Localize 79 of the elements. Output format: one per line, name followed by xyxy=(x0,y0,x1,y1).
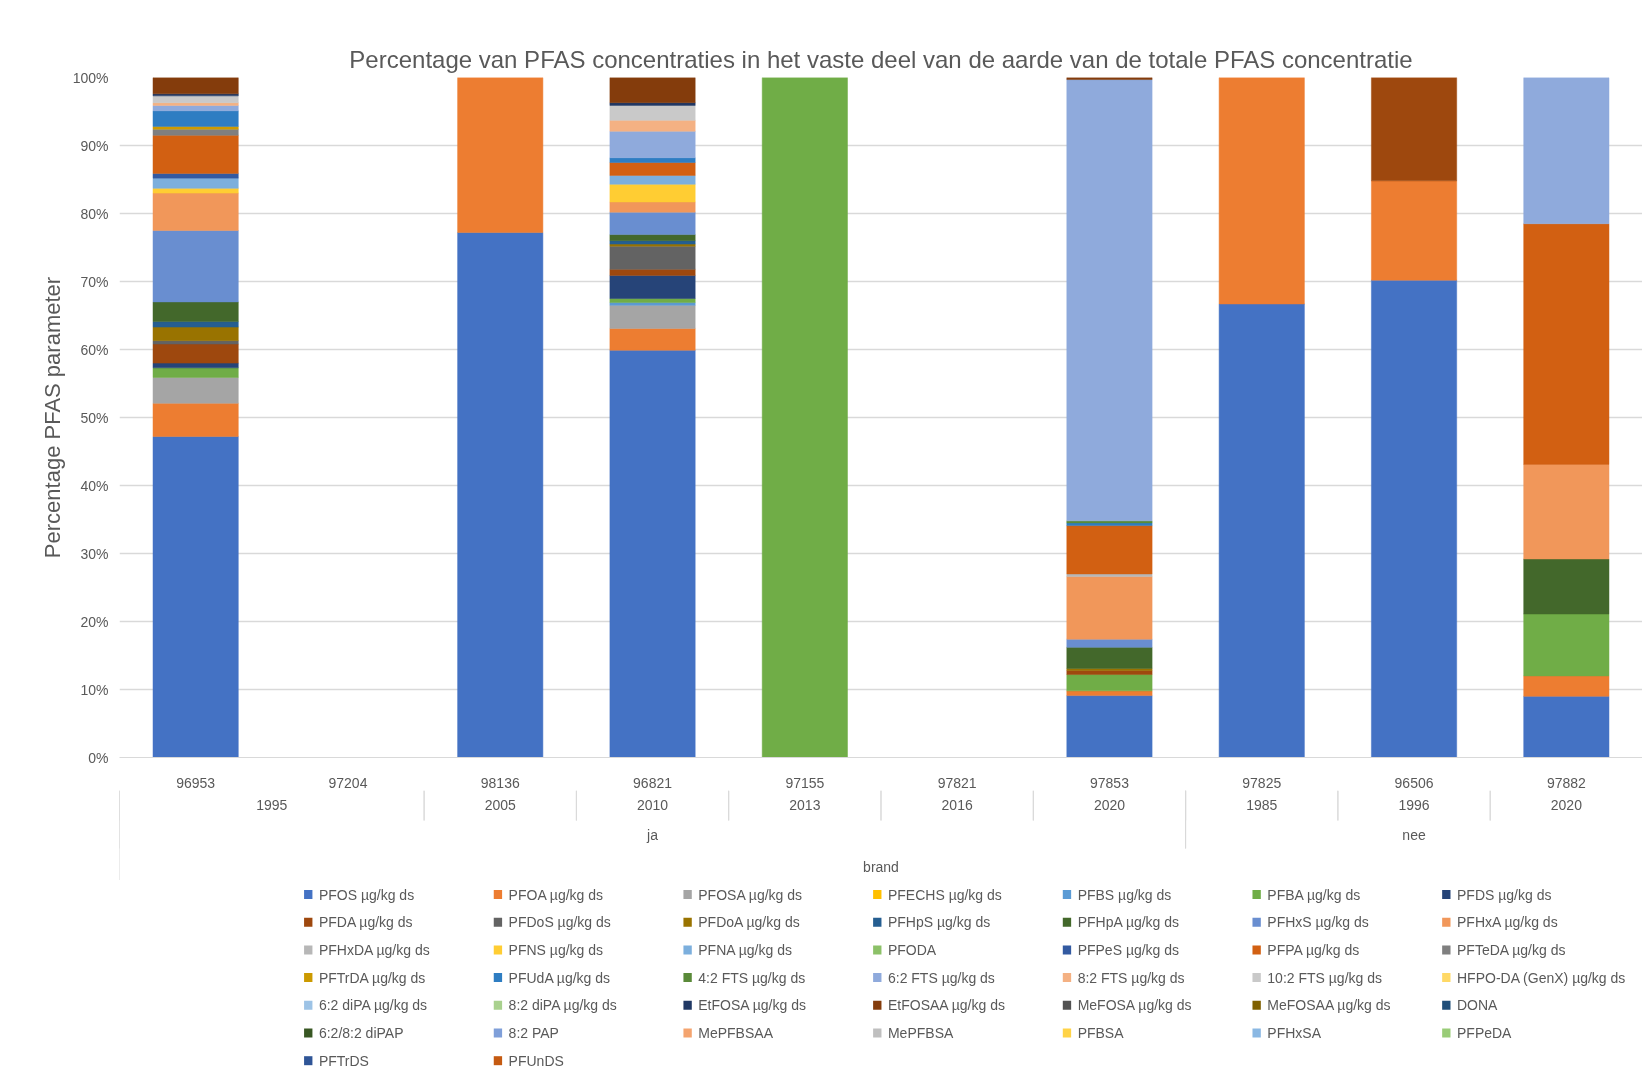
x-tick-label: 97882 xyxy=(1546,774,1587,791)
legend-label: PFTeDA µg/kg ds xyxy=(1456,941,1566,958)
legend-label: 4:2 FTS µg/kg ds xyxy=(698,969,806,986)
legend-label: PFOS µg/kg ds xyxy=(318,886,415,903)
legend-label: PFECHS µg/kg ds xyxy=(887,886,1002,903)
legend-label: PFBA µg/kg ds xyxy=(1267,886,1361,903)
legend-label: PFHxA µg/kg ds xyxy=(1456,914,1558,931)
legend-label: PFTrDA µg/kg ds xyxy=(318,969,426,986)
legend-label: 8:2 diPA µg/kg ds xyxy=(508,997,617,1014)
legend-label: PFBS µg/kg ds xyxy=(1077,886,1172,903)
legend-label: 8:2 FTS µg/kg ds xyxy=(1077,969,1185,986)
legend-label: PFUnDS xyxy=(508,1052,564,1069)
text: 2013 xyxy=(789,796,821,813)
legend-label: EtFOSA µg/kg ds xyxy=(698,997,806,1014)
x-tick-label: 97825 xyxy=(1242,774,1282,791)
y-tick-label: 40% xyxy=(80,477,109,494)
y-tick-label: 10% xyxy=(80,681,109,698)
x-tick-label: 97853 xyxy=(1089,774,1130,791)
text: nee xyxy=(1402,826,1426,843)
legend-label: MeFOSAA µg/kg ds xyxy=(1267,997,1391,1014)
legend-label: EtFOSAA µg/kg ds xyxy=(887,997,1005,1014)
chart-title: Percentage van PFAS concentraties in het vaste deel van de aarde van de totale PFAS concentratie xyxy=(349,45,1413,73)
legend-label: PFDoA µg/kg ds xyxy=(698,914,800,931)
x-tick-label: 96821 xyxy=(633,774,673,791)
y-tick-label: 90% xyxy=(80,137,109,154)
legend-label: PFNS µg/kg ds xyxy=(508,941,604,958)
text: 2020 xyxy=(1093,796,1126,813)
x-tick-label: 97155 xyxy=(785,774,825,791)
legend-label: PFODA xyxy=(887,941,937,958)
legend-label: PFPeDA xyxy=(1456,1025,1513,1041)
legend-label: MePFBSA xyxy=(887,1025,954,1041)
legend-label: PFHpS µg/kg ds xyxy=(887,914,991,931)
legend-label: PFPeS µg/kg ds xyxy=(1077,941,1180,958)
x-tick-label: 96953 xyxy=(176,774,216,791)
legend-label: PFNA µg/kg ds xyxy=(698,941,792,958)
text: ja xyxy=(646,826,659,843)
legend-label: PFDoS µg/kg ds xyxy=(508,914,611,931)
legend-label: HFPO-DA (GenX) µg/kg ds xyxy=(1456,969,1626,986)
y-tick-label: 0% xyxy=(88,749,109,766)
legend-label: PFHxSA xyxy=(1267,1025,1322,1041)
x-axis-title: brand xyxy=(863,858,899,875)
legend-label: 6:2 FTS µg/kg ds xyxy=(887,969,995,986)
text: 1996 xyxy=(1398,796,1430,813)
legend-label: 6:2/8:2 diPAP xyxy=(318,1025,404,1041)
text: 2005 xyxy=(484,796,517,813)
y-tick-label: 50% xyxy=(80,409,109,426)
y-tick-label: 30% xyxy=(80,545,109,562)
legend-label: DONA xyxy=(1456,997,1499,1014)
x-tick-label: 98136 xyxy=(480,774,520,791)
legend-label: 10:2 FTS µg/kg ds xyxy=(1267,969,1382,986)
legend-label: PFBSA xyxy=(1077,1025,1125,1041)
legend-label: PFHxS µg/kg ds xyxy=(1267,914,1369,931)
legend-label: PFDS µg/kg ds xyxy=(1456,886,1552,903)
y-tick-label: 20% xyxy=(80,613,109,630)
x-tick-label: 97204 xyxy=(328,774,368,791)
text: 1995 xyxy=(256,796,288,813)
legend-label: PFPA µg/kg ds xyxy=(1267,941,1360,958)
legend-label: PFOSA µg/kg ds xyxy=(698,886,803,903)
legend-label: 8:2 PAP xyxy=(508,1025,559,1041)
y-axis-title: Percentage PFAS parameter xyxy=(39,276,65,559)
text: 2010 xyxy=(636,796,669,813)
legend-label: MePFBSAA xyxy=(698,1025,774,1041)
legend-label: PFDA µg/kg ds xyxy=(318,914,413,931)
legend-label: MeFOSA µg/kg ds xyxy=(1077,997,1192,1014)
legend-label: PFHxDA µg/kg ds xyxy=(318,941,430,958)
legend-label: PFTrDS xyxy=(318,1052,369,1069)
y-tick-label: 80% xyxy=(80,205,109,222)
legend-label: PFUdA µg/kg ds xyxy=(508,969,611,986)
y-tick-label: 60% xyxy=(80,341,109,358)
y-tick-label: 70% xyxy=(80,273,109,290)
legend-label: PFHpA µg/kg ds xyxy=(1077,914,1180,931)
y-tick-label: 100% xyxy=(72,69,109,86)
x-tick-label: 97821 xyxy=(937,774,977,791)
x-tick-label: 96506 xyxy=(1394,774,1434,791)
legend-label: PFOA µg/kg ds xyxy=(508,886,604,903)
legend-label: 6:2 diPA µg/kg ds xyxy=(318,997,428,1014)
text: 2016 xyxy=(941,796,973,813)
text: 1985 xyxy=(1246,796,1278,813)
text: 2020 xyxy=(1550,796,1583,813)
